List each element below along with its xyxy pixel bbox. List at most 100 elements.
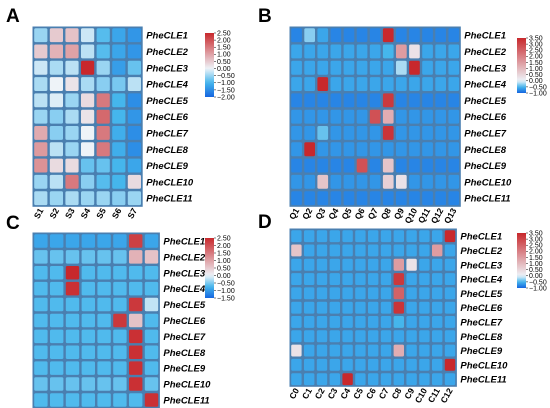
heatmap-cell bbox=[409, 158, 420, 173]
heatmap-cell bbox=[343, 28, 355, 43]
legend-tick-label: −0.50 bbox=[529, 84, 547, 91]
heatmap-cell bbox=[396, 158, 407, 173]
heatmap-cell bbox=[343, 126, 355, 140]
heatmap-cell bbox=[97, 313, 111, 328]
heatmap-cell bbox=[422, 28, 433, 43]
heatmap-cell bbox=[97, 361, 111, 375]
panel-letter: D bbox=[258, 212, 272, 233]
heatmap-cell bbox=[129, 313, 143, 328]
heatmap-cell bbox=[406, 287, 417, 300]
legend-tick-label: 2.50 bbox=[217, 235, 231, 242]
heatmap-cell bbox=[81, 174, 95, 189]
column-label: C4 bbox=[338, 386, 352, 401]
heatmap-cell bbox=[342, 373, 353, 386]
heatmap-cell bbox=[356, 60, 368, 75]
heatmap-cell bbox=[342, 316, 353, 328]
row-label: PheCLE11 bbox=[163, 395, 209, 406]
row-label: PheCLE2 bbox=[146, 47, 188, 58]
heatmap-cell bbox=[65, 126, 79, 140]
heatmap-cell bbox=[409, 77, 420, 91]
heatmap-cell bbox=[419, 273, 430, 285]
column-label: C10 bbox=[413, 386, 430, 405]
heatmap-cell bbox=[419, 258, 430, 271]
heatmap-cell bbox=[317, 44, 329, 59]
row-label: PheCLE5 bbox=[460, 289, 502, 300]
heatmap-cell bbox=[448, 93, 460, 108]
heatmap-cell bbox=[127, 28, 141, 43]
heatmap-cell bbox=[127, 126, 141, 140]
heatmap-cell bbox=[144, 297, 159, 312]
heatmap-cell bbox=[329, 301, 340, 314]
heatmap-cell bbox=[144, 250, 159, 264]
heatmap-cell bbox=[97, 234, 111, 248]
heatmap-cell bbox=[112, 158, 126, 173]
column-label: S1 bbox=[32, 206, 46, 220]
heatmap-cell bbox=[368, 373, 379, 386]
heatmap-cell bbox=[393, 258, 404, 271]
heatmap-cell bbox=[304, 373, 315, 386]
heatmap-panel-b: B PheCLE1 PheCLE2 PheCLE3 PheCLE4 PheCLE5 PheC… bbox=[258, 6, 547, 225]
heatmap-cell bbox=[342, 230, 353, 243]
heatmap-cell bbox=[369, 93, 381, 108]
heatmap-cell bbox=[380, 316, 392, 328]
legend-tick-label: 0.50 bbox=[529, 267, 543, 274]
legend-tick-label: 1.50 bbox=[217, 45, 231, 52]
color-legend-bar bbox=[205, 238, 214, 298]
heatmap-cell bbox=[369, 28, 381, 43]
heatmap-cell bbox=[96, 60, 110, 75]
column-label: C5 bbox=[351, 386, 365, 401]
heatmap-cell bbox=[129, 281, 143, 296]
heatmap-cell bbox=[127, 93, 141, 108]
heatmap-cell bbox=[65, 313, 80, 328]
row-label: PheCLE3 bbox=[460, 260, 502, 271]
heatmap-cell bbox=[144, 234, 159, 248]
heatmap-cell bbox=[291, 230, 302, 243]
heatmap-cell bbox=[129, 266, 143, 280]
legend-tick-label: 2.50 bbox=[529, 48, 543, 55]
heatmap-cell bbox=[396, 126, 407, 140]
heatmap-cell bbox=[369, 60, 381, 75]
legend-tick-label: −1.00 bbox=[217, 288, 235, 295]
heatmap-cell bbox=[304, 230, 315, 243]
heatmap-cell bbox=[50, 234, 64, 248]
heatmap-cell bbox=[406, 344, 417, 357]
heatmap-cell bbox=[97, 329, 111, 344]
legend-tick-label: 0.50 bbox=[217, 59, 231, 66]
heatmap-cell bbox=[34, 329, 48, 344]
heatmap-cell bbox=[81, 266, 95, 280]
row-label: PheCLE1 bbox=[460, 232, 502, 243]
heatmap-cell bbox=[65, 60, 79, 75]
heatmap-cell bbox=[444, 373, 456, 386]
heatmap-cell bbox=[291, 28, 302, 43]
row-label: PheCLE10 bbox=[163, 380, 211, 391]
heatmap-cell bbox=[291, 93, 302, 108]
heatmap-cell bbox=[406, 258, 417, 271]
heatmap-cell bbox=[409, 191, 420, 206]
row-label: PheCLE11 bbox=[464, 194, 510, 205]
heatmap-cell bbox=[356, 93, 368, 108]
row-label: PheCLE8 bbox=[146, 145, 188, 156]
heatmap-cell bbox=[355, 273, 366, 285]
column-label: S6 bbox=[110, 206, 124, 220]
heatmap-cell bbox=[356, 109, 368, 124]
column-label: Q8 bbox=[379, 206, 393, 221]
heatmap-cell bbox=[444, 344, 456, 357]
heatmap-cell bbox=[291, 158, 302, 173]
heatmap-cell bbox=[330, 109, 342, 124]
heatmap-cell bbox=[144, 313, 159, 328]
heatmap-cell bbox=[304, 244, 315, 257]
heatmap-cell bbox=[304, 258, 315, 271]
heatmap-cell bbox=[304, 301, 315, 314]
row-label: PheCLE9 bbox=[163, 364, 205, 375]
heatmap-cell bbox=[342, 273, 353, 285]
legend-tick-label: 3.00 bbox=[529, 42, 543, 49]
heatmap-cell bbox=[330, 60, 342, 75]
heatmap-cell bbox=[34, 345, 48, 359]
heatmap-cell bbox=[129, 393, 143, 407]
heatmap-cell bbox=[409, 126, 420, 140]
row-label: PheCLE3 bbox=[163, 268, 205, 279]
heatmap-cell bbox=[49, 158, 63, 173]
heatmap-cell bbox=[368, 358, 379, 371]
column-label: C8 bbox=[389, 386, 403, 401]
legend-tick-label: 2.50 bbox=[529, 243, 543, 250]
